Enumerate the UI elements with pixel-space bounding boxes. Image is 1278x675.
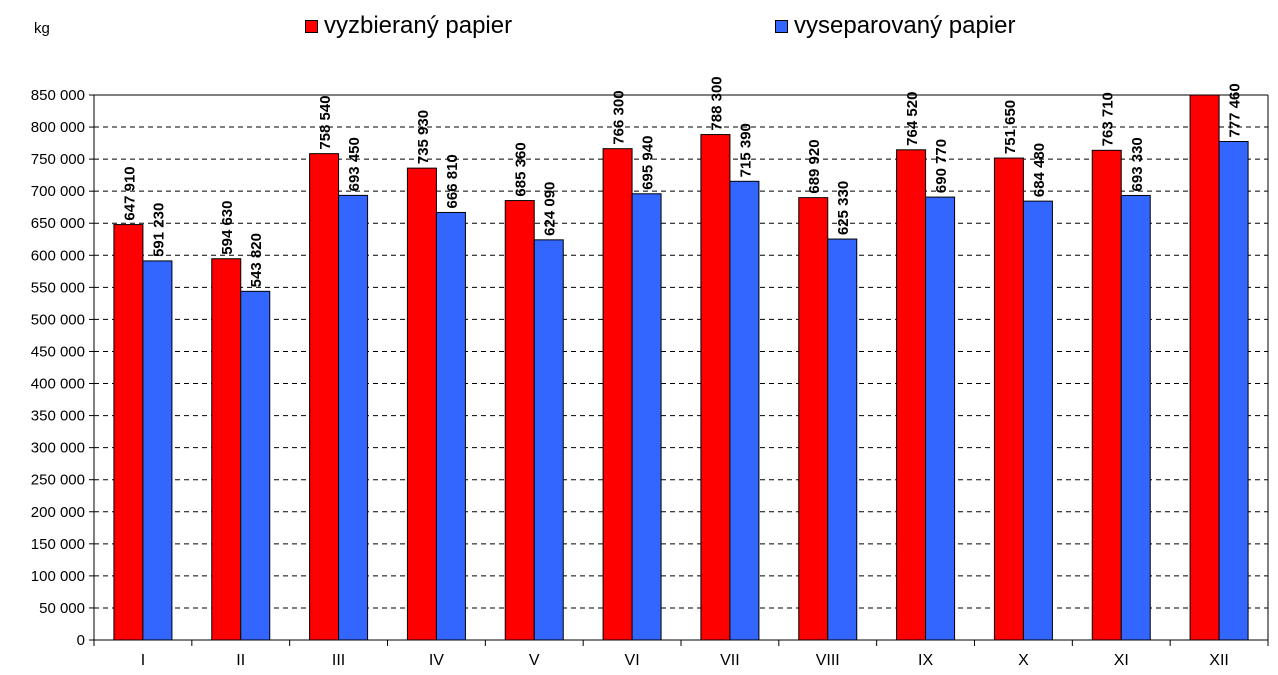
y-tick-label: 600 000 <box>31 247 85 264</box>
bar-separated <box>142 260 173 641</box>
data-label: 758 540 <box>317 95 334 149</box>
y-tick-label: 250 000 <box>31 472 85 489</box>
x-tick-label: V <box>529 652 540 669</box>
bar-collected <box>211 258 242 641</box>
data-label: 715 390 <box>737 123 754 177</box>
data-label: 764 520 <box>904 92 921 146</box>
y-tick-label: 500 000 <box>31 311 85 328</box>
data-label: 763 710 <box>1100 92 1117 146</box>
y-tick-label: 400 000 <box>31 376 85 393</box>
x-tick-label: XII <box>1209 652 1229 669</box>
bar-collected <box>602 148 633 641</box>
bar-separated <box>1022 200 1053 641</box>
legend-swatch-series-2 <box>775 19 788 33</box>
y-tick-label: 700 000 <box>31 183 85 200</box>
legend-label-series-2: vyseparovaný papier <box>794 12 1016 39</box>
x-tick-label: VIII <box>816 652 840 669</box>
x-tick-label: VI <box>625 652 640 669</box>
legend-item-series-1: vyzbieraný papier <box>305 12 512 40</box>
y-tick-label: 200 000 <box>31 504 85 521</box>
bar-collected <box>798 197 829 641</box>
bar-collected <box>113 224 144 641</box>
y-tick-label: 100 000 <box>31 568 85 585</box>
x-tick-label: XI <box>1114 652 1129 669</box>
bar-separated <box>631 193 662 641</box>
bar-separated <box>240 290 271 641</box>
y-tick-label: 800 000 <box>31 119 85 136</box>
bar-collected <box>406 167 437 641</box>
data-label: 666 810 <box>444 154 461 208</box>
bar-separated <box>827 238 858 641</box>
y-unit-label: kg <box>34 20 50 37</box>
x-tick-label: IV <box>429 652 444 669</box>
data-label: 594 630 <box>219 201 236 255</box>
data-label: 751 650 <box>1002 100 1019 154</box>
x-tick-label: II <box>236 652 245 669</box>
data-label: 690 770 <box>933 139 950 193</box>
data-label: 693 330 <box>1129 137 1146 191</box>
data-label: 685 360 <box>513 142 530 196</box>
bar-collected <box>309 153 340 641</box>
data-label: 689 920 <box>806 139 823 193</box>
y-tick-label: 150 000 <box>31 536 85 553</box>
bar-collected <box>504 200 535 641</box>
y-tick-label: 0 <box>77 632 85 649</box>
data-label: 735 930 <box>415 110 432 164</box>
data-label: 625 330 <box>835 181 852 235</box>
x-tick-label: VII <box>720 652 740 669</box>
data-label: 647 910 <box>121 166 138 220</box>
bar-collected <box>700 134 731 641</box>
bar-separated <box>435 211 466 641</box>
bar-collected <box>1189 94 1220 641</box>
data-label: 624 090 <box>542 182 559 236</box>
data-label: 543 820 <box>248 233 265 287</box>
bar-collected <box>1091 149 1122 641</box>
x-tick-label: IX <box>918 652 933 669</box>
y-tick-label: 650 000 <box>31 215 85 232</box>
y-tick-label: 350 000 <box>31 408 85 425</box>
y-tick-label: 450 000 <box>31 343 85 360</box>
legend-label-series-1: vyzbieraný papier <box>324 12 513 39</box>
y-tick-label: 850 000 <box>31 87 85 104</box>
data-label: 695 940 <box>640 136 657 190</box>
y-tick-label: 300 000 <box>31 440 85 457</box>
bar-collected <box>896 149 927 641</box>
bar-separated <box>729 180 760 641</box>
data-label: 591 230 <box>150 203 167 257</box>
y-tick-label: 550 000 <box>31 279 85 296</box>
data-label: 766 300 <box>611 90 628 144</box>
bar-separated <box>925 196 956 641</box>
bar-separated <box>1120 194 1151 641</box>
bar-separated <box>1218 141 1249 641</box>
bar-collected <box>993 157 1024 641</box>
x-tick-label: I <box>141 652 145 669</box>
y-tick-label: 750 000 <box>31 151 85 168</box>
legend-item-series-2: vyseparovaný papier <box>775 12 1015 40</box>
data-label: 777 460 <box>1227 83 1244 137</box>
data-label: 693 450 <box>346 137 363 191</box>
bar-separated <box>533 239 564 641</box>
y-tick-label: 50 000 <box>39 600 85 617</box>
x-tick-label: X <box>1018 652 1029 669</box>
legend-swatch-series-1 <box>305 19 318 33</box>
data-label: 684 480 <box>1031 143 1048 197</box>
x-tick-label: III <box>332 652 345 669</box>
bar-separated <box>338 194 369 641</box>
data-label: 788 300 <box>708 76 725 130</box>
